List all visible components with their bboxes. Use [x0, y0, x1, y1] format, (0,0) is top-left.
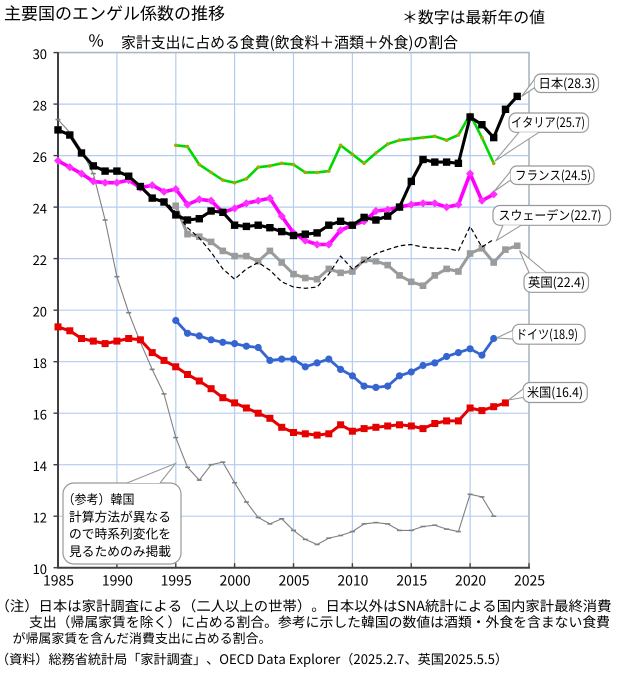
- svg-text:22: 22: [33, 250, 47, 269]
- svg-text:米国(16.4): 米国(16.4): [527, 382, 583, 401]
- svg-text:イタリア(25.7): イタリア(25.7): [511, 112, 585, 131]
- svg-text:2000: 2000: [220, 571, 251, 591]
- svg-text:10: 10: [33, 559, 47, 578]
- svg-text:2010: 2010: [337, 571, 368, 591]
- svg-text:2015: 2015: [396, 571, 427, 591]
- svg-text:支出（帰属家賃を除く）に占める割合。参考に示した韓国の数値は: 支出（帰属家賃を除く）に占める割合。参考に示した韓国の数値は酒類・外食を含まない…: [29, 611, 610, 631]
- svg-text:26: 26: [33, 147, 47, 166]
- svg-text:主要国のエンゲル係数の推移: 主要国のエンゲル係数の推移: [4, 0, 225, 25]
- svg-text:2025: 2025: [514, 571, 545, 591]
- svg-text:28: 28: [33, 95, 47, 114]
- svg-text:見るためのみ掲載: 見るためのみ掲載: [69, 541, 171, 560]
- svg-text:20: 20: [33, 301, 47, 320]
- svg-text:ドイツ(18.9): ドイツ(18.9): [516, 324, 578, 343]
- svg-text:（参考）韓国: （参考）韓国: [63, 489, 135, 508]
- svg-text:14: 14: [33, 456, 47, 475]
- svg-text:1990: 1990: [102, 571, 133, 591]
- svg-text:（注）日本は家計調査による（二人以上の世帯）。日本以外はSN: （注）日本は家計調査による（二人以上の世帯）。日本以外はSNA統計による国内家計…: [0, 596, 612, 616]
- svg-text:＊数字は最新年の値: ＊数字は最新年の値: [402, 4, 545, 28]
- svg-text:スウェーデン(22.7): スウェーデン(22.7): [499, 205, 602, 224]
- svg-text:ので時系列変化を: ので時系列変化を: [69, 524, 171, 543]
- svg-text:（資料）総務省統計局「家計調査」、OECD Data Exp: （資料）総務省統計局「家計調査」、OECD Data Explorer（2025…: [0, 649, 508, 668]
- svg-text:1985: 1985: [43, 571, 74, 591]
- svg-text:が帰属家賃を含んだ消費支出に占める割合。: が帰属家賃を含んだ消費支出に占める割合。: [13, 628, 272, 647]
- svg-text:12: 12: [33, 507, 47, 526]
- svg-text:2020: 2020: [455, 571, 486, 591]
- svg-text:1995: 1995: [161, 571, 192, 591]
- svg-text:2005: 2005: [278, 571, 309, 591]
- svg-text:%: %: [89, 28, 104, 52]
- svg-text:家計支出に占める食費(飲食料＋酒類＋外食)の割合: 家計支出に占める食費(飲食料＋酒類＋外食)の割合: [121, 31, 458, 53]
- svg-text:24: 24: [33, 198, 47, 217]
- svg-text:16: 16: [33, 404, 47, 423]
- svg-text:英国(22.4): 英国(22.4): [528, 272, 585, 291]
- svg-text:日本(28.3): 日本(28.3): [539, 73, 596, 92]
- svg-text:計算方法が異なる: 計算方法が異なる: [69, 506, 171, 525]
- svg-text:フランス(24.5): フランス(24.5): [515, 165, 591, 184]
- svg-text:30: 30: [33, 44, 47, 63]
- svg-text:18: 18: [33, 353, 47, 372]
